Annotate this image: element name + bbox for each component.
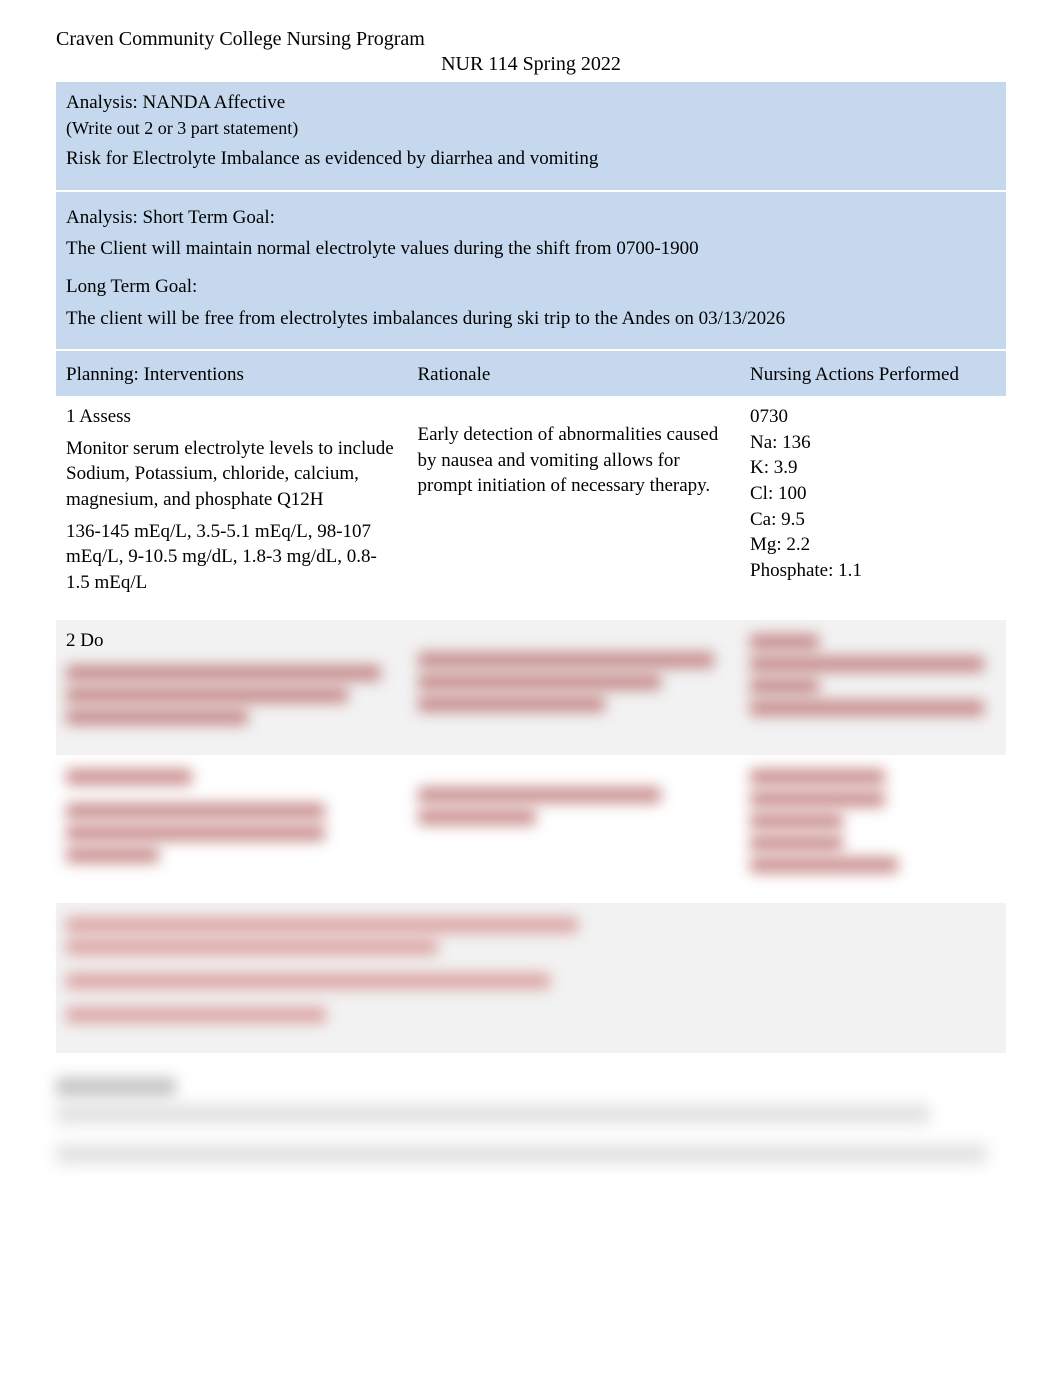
blurred-text xyxy=(750,656,984,672)
short-term-goal-body: The Client will maintain normal electrol… xyxy=(66,236,996,262)
blurred-heading xyxy=(56,1077,176,1097)
intervention-title: 2 Do xyxy=(66,628,398,654)
blurred-text xyxy=(66,917,578,933)
short-term-goal-label: Analysis: Short Term Goal: xyxy=(66,205,996,231)
intervention-ranges: 136-145 mEq/L, 3.5-5.1 mEq/L, 98-107 mEq… xyxy=(66,519,398,596)
column-header-row: Planning: Interventions Rationale Nursin… xyxy=(56,356,1006,396)
blurred-text xyxy=(66,973,550,989)
intervention-cell: 1 Assess Monitor serum electrolyte level… xyxy=(56,396,408,619)
blurred-line xyxy=(56,1145,987,1163)
actions-cell xyxy=(740,755,1006,903)
blurred-text xyxy=(750,791,885,807)
blurred-text xyxy=(66,1007,326,1023)
blurred-text xyxy=(750,835,843,851)
blurred-text xyxy=(66,825,325,841)
col-actions: Nursing Actions Performed xyxy=(740,356,1006,396)
rationale-cell xyxy=(408,755,741,903)
blurred-text xyxy=(750,634,819,650)
analysis-affective-body: Risk for Electrolyte Imbalance as eviden… xyxy=(66,146,996,172)
analysis-goals-block: Analysis: Short Term Goal: The Client wi… xyxy=(56,197,1006,351)
page-title: Craven Community College Nursing Program… xyxy=(56,28,1006,76)
analysis-affective-title: Analysis: NANDA Affective xyxy=(66,90,996,116)
program-name: Craven Community College Nursing Program xyxy=(56,28,1006,51)
blurred-text xyxy=(66,665,381,681)
intervention-cell: 2 Do xyxy=(56,620,408,756)
actions-cell: 0730 Na: 136 K: 3.9 Cl: 100 Ca: 9.5 Mg: … xyxy=(740,396,1006,619)
action-na: Na: 136 xyxy=(750,430,996,456)
blurred-text xyxy=(418,652,715,668)
action-ph: Phosphate: 1.1 xyxy=(750,558,996,584)
blurred-text xyxy=(418,809,537,825)
blurred-text xyxy=(750,813,843,829)
blurred-line xyxy=(56,1105,930,1123)
intervention-cell xyxy=(56,755,408,903)
action-cl: Cl: 100 xyxy=(750,481,996,507)
action-time: 0730 xyxy=(750,404,996,430)
table-row xyxy=(56,755,1006,903)
blurred-text xyxy=(418,696,606,712)
blurred-text xyxy=(418,787,662,803)
rationale-text: Early detection of abnormalities caused … xyxy=(418,422,731,499)
col-rationale: Rationale xyxy=(408,356,741,396)
blurred-text xyxy=(750,857,898,873)
course-name: NUR 114 Spring 2022 xyxy=(56,53,1006,76)
evaluation-cell xyxy=(56,903,1006,1053)
blurred-text xyxy=(750,700,984,716)
action-mg: Mg: 2.2 xyxy=(750,532,996,558)
blurred-text xyxy=(66,769,192,785)
blurred-text xyxy=(66,939,438,955)
action-k: K: 3.9 xyxy=(750,455,996,481)
col-interventions: Planning: Interventions xyxy=(56,356,408,396)
action-ca: Ca: 9.5 xyxy=(750,507,996,533)
blurred-text xyxy=(750,678,819,694)
intervention-title: 1 Assess xyxy=(66,404,398,430)
care-plan-table: Analysis: NANDA Affective (Write out 2 o… xyxy=(56,82,1006,1053)
long-term-goal-label: Long Term Goal: xyxy=(66,274,996,300)
blurred-text xyxy=(66,687,348,703)
analysis-affective-subtitle: (Write out 2 or 3 part statement) xyxy=(66,116,996,140)
blurred-text xyxy=(418,674,662,690)
table-row: 2 Do xyxy=(56,620,1006,756)
references-section xyxy=(56,1053,1006,1163)
analysis-affective-block: Analysis: NANDA Affective (Write out 2 o… xyxy=(56,82,1006,191)
evaluation-row xyxy=(56,903,1006,1053)
rationale-cell: Early detection of abnormalities caused … xyxy=(408,396,741,619)
actions-cell xyxy=(740,620,1006,756)
table-row: 1 Assess Monitor serum electrolyte level… xyxy=(56,396,1006,619)
blurred-text xyxy=(750,769,885,785)
blurred-text xyxy=(66,803,325,819)
intervention-body: Monitor serum electrolyte levels to incl… xyxy=(66,436,398,513)
blurred-text xyxy=(66,709,248,725)
rationale-cell xyxy=(408,620,741,756)
long-term-goal-body: The client will be free from electrolyte… xyxy=(66,306,996,332)
blurred-text xyxy=(66,847,159,863)
